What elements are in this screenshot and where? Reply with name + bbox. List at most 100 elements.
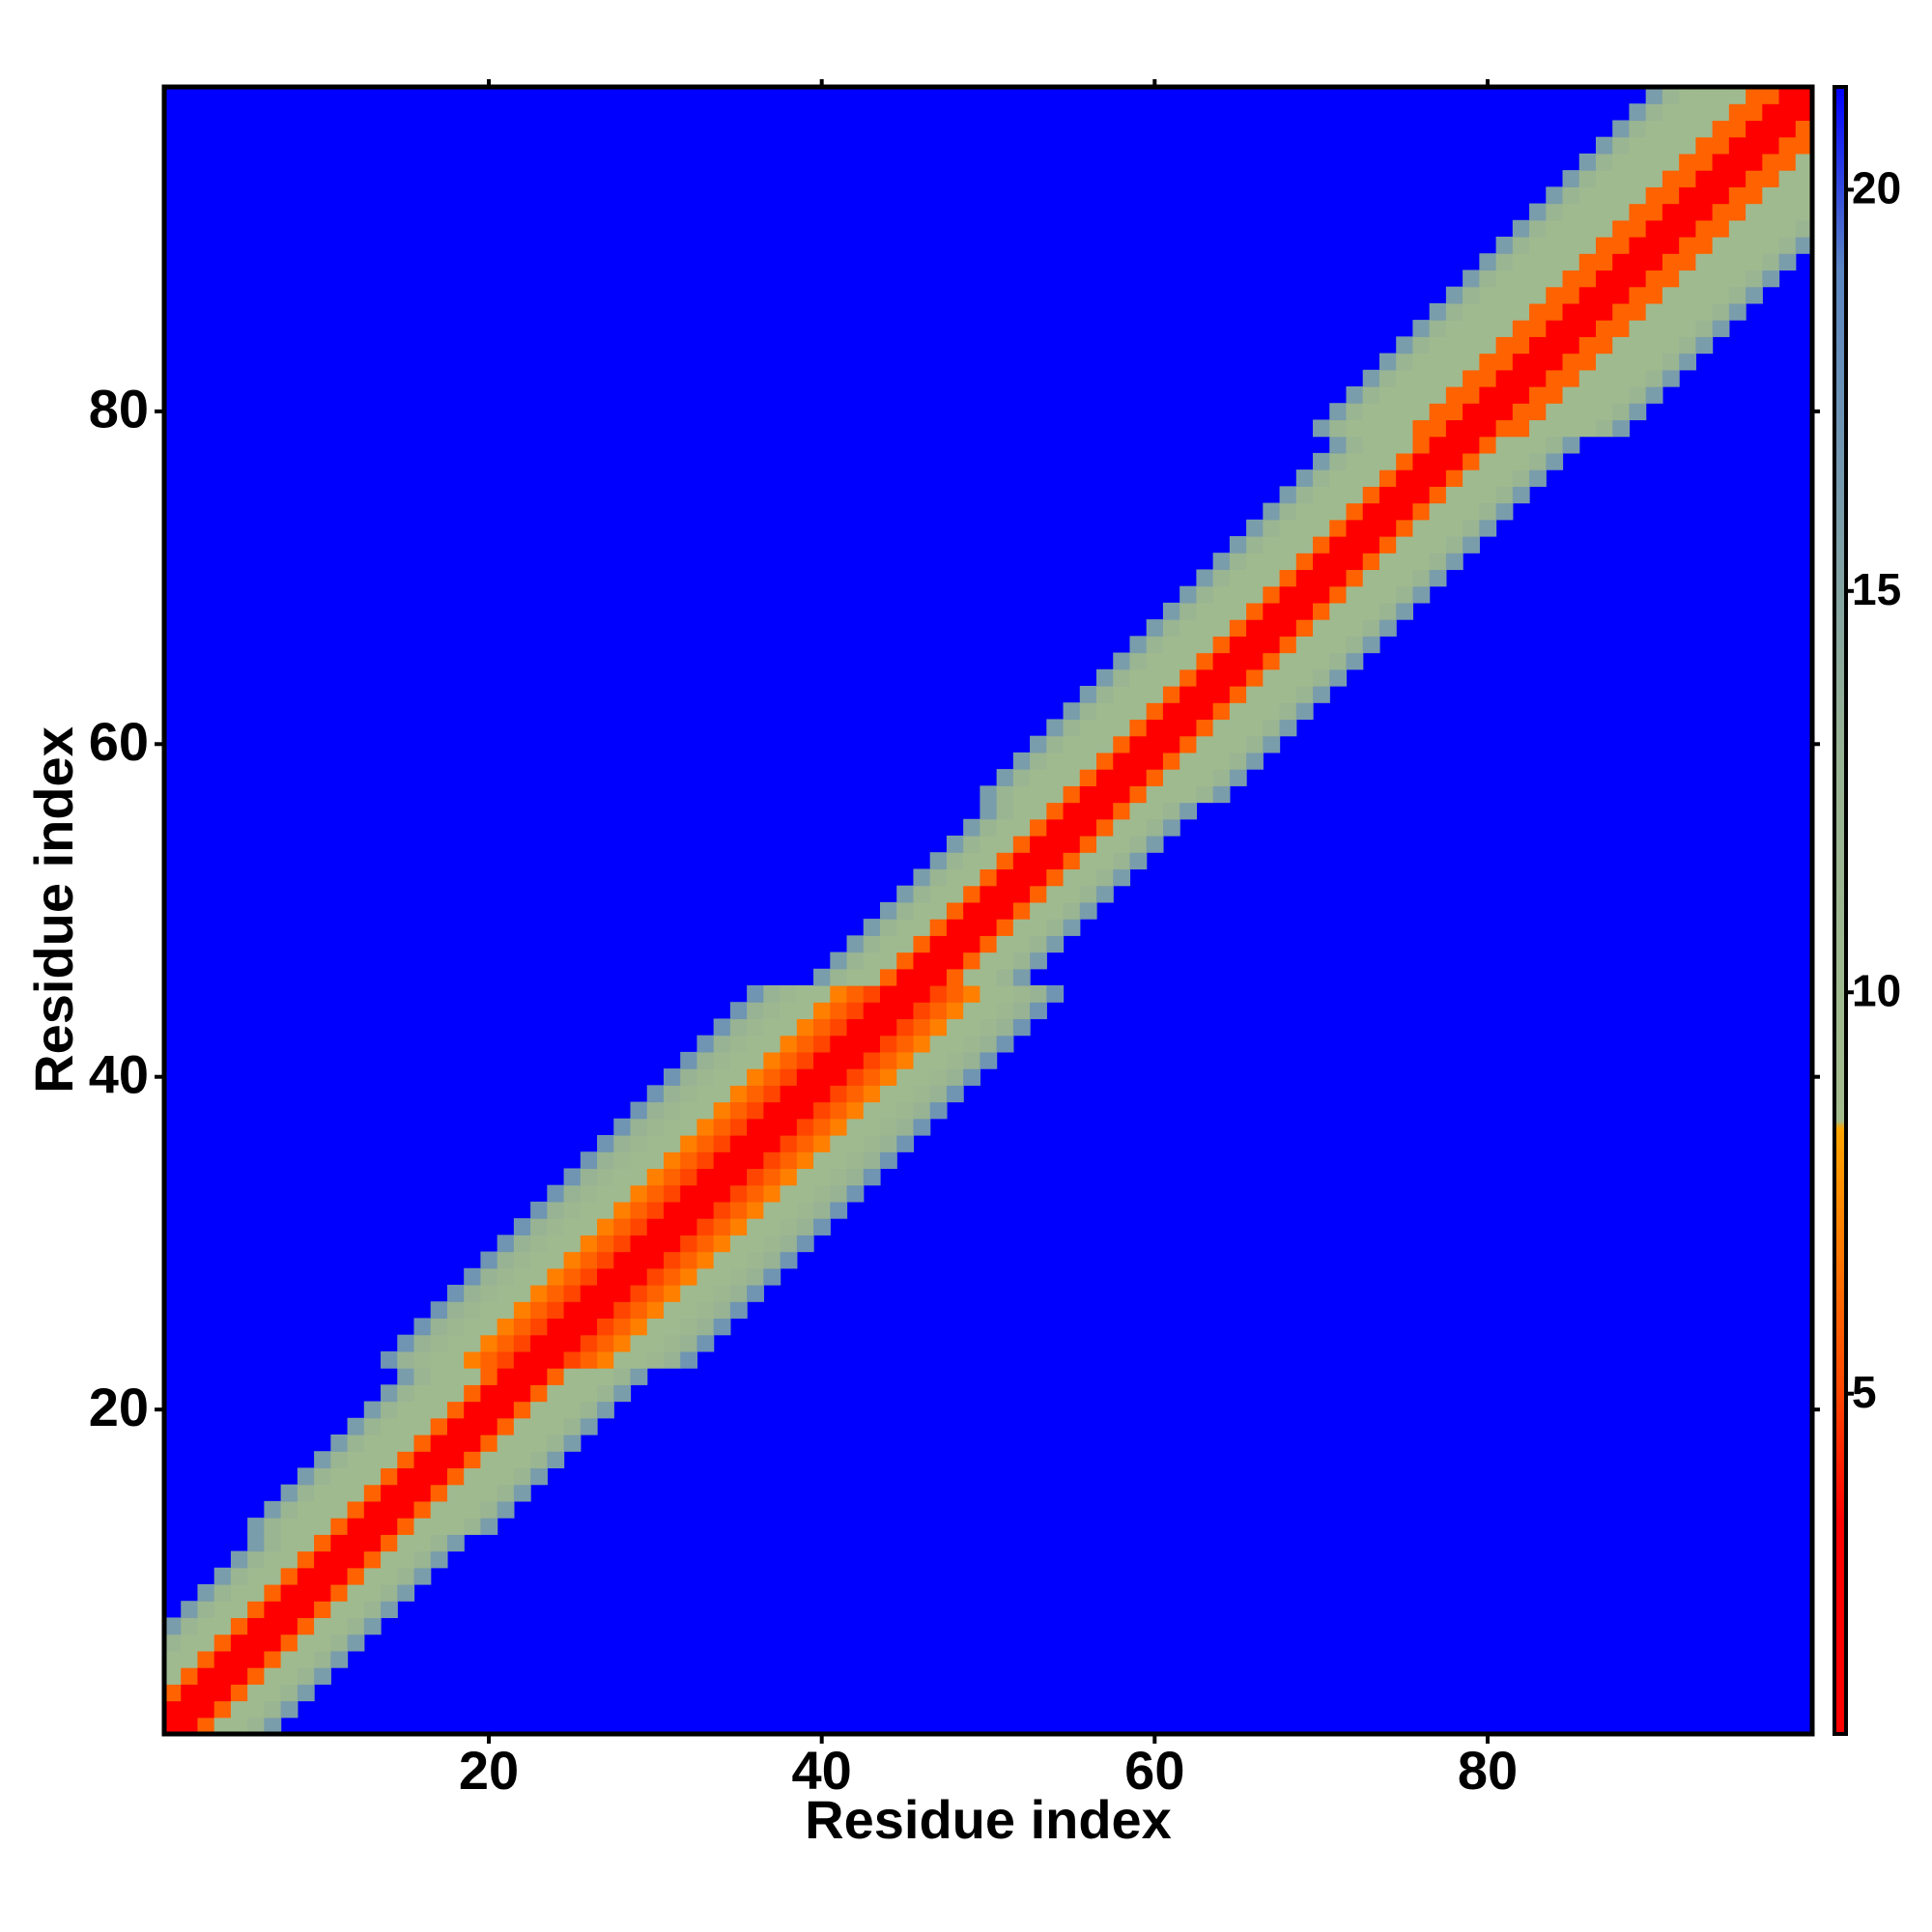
heatmap-cell: [314, 1484, 331, 1502]
heatmap-cell: [1129, 636, 1148, 654]
heatmap-cell: [264, 1601, 282, 1619]
heatmap-cell: [1412, 336, 1431, 355]
heatmap-cell: [397, 1584, 415, 1602]
heatmap-cell: [513, 1235, 531, 1253]
heatmap-cell: [1512, 219, 1530, 238]
heatmap-cell: [181, 1667, 199, 1685]
heatmap-cell: [896, 1085, 915, 1103]
heatmap-cell: [996, 852, 1014, 870]
heatmap-cell: [1196, 668, 1214, 687]
heatmap-cell: [1662, 237, 1680, 254]
heatmap-cell: [1346, 419, 1364, 438]
heatmap-cell: [580, 1417, 598, 1435]
heatmap-cell: [330, 1534, 349, 1552]
heatmap-cell: [896, 1068, 915, 1086]
heatmap-cell: [1263, 585, 1281, 604]
heatmap-cell: [1279, 585, 1297, 604]
heatmap-cell: [963, 836, 980, 853]
heatmap-cell: [1762, 253, 1780, 271]
heatmap-cell: [430, 1518, 448, 1535]
heatmap-cell: [381, 1518, 398, 1535]
heatmap-cell: [1129, 735, 1148, 753]
heatmap-cell: [513, 1350, 531, 1369]
heatmap-cell: [630, 1168, 648, 1186]
heatmap-cell: [1346, 452, 1364, 470]
heatmap-cell: [729, 1051, 748, 1069]
heatmap-cell: [1546, 369, 1564, 387]
heatmap-cell: [1162, 686, 1180, 703]
heatmap-cell: [630, 1251, 648, 1269]
heatmap-cell: [729, 1035, 748, 1053]
heatmap-cell: [663, 1085, 681, 1103]
heatmap-cell: [1645, 87, 1663, 104]
heatmap-cell: [413, 1518, 432, 1535]
heatmap-cell: [1362, 602, 1380, 620]
heatmap-cell: [1329, 585, 1348, 604]
heatmap-cell: [1096, 719, 1114, 737]
heatmap-cell: [980, 968, 998, 986]
heatmap-cell: [1546, 203, 1564, 221]
heatmap-cell: [297, 1684, 315, 1702]
heatmap-cell: [1412, 553, 1431, 571]
heatmap-cell: [164, 1617, 182, 1635]
heatmap-cell: [363, 1435, 382, 1452]
heatmap-cell: [1612, 170, 1631, 187]
heatmap-cell: [1229, 553, 1247, 571]
heatmap-cell: [530, 1368, 548, 1385]
heatmap-cell: [963, 919, 980, 936]
heatmap-cell: [1229, 719, 1247, 737]
heatmap-cell: [680, 1068, 698, 1086]
heatmap-cell: [1046, 985, 1065, 1003]
heatmap-cell: [597, 1168, 614, 1186]
heatmap-cell: [314, 1500, 331, 1519]
heatmap-cell: [1595, 237, 1613, 254]
heatmap-cell: [1662, 219, 1680, 238]
heatmap-cell: [530, 1201, 548, 1219]
heatmap-cell: [830, 1085, 848, 1103]
heatmap-cell: [264, 1650, 282, 1668]
heatmap-cell: [996, 885, 1014, 903]
heatmap-cell: [1495, 237, 1514, 254]
heatmap-cell: [297, 1650, 315, 1668]
heatmap-cell: [464, 1467, 482, 1486]
heatmap-cell: [464, 1451, 482, 1469]
heatmap-cell: [1079, 885, 1097, 903]
heatmap-cell: [1479, 369, 1497, 387]
heatmap-cell: [264, 1567, 282, 1585]
heatmap-cell: [763, 1002, 781, 1020]
heatmap-cell: [780, 1101, 798, 1120]
heatmap-cell: [1412, 419, 1431, 438]
heatmap-cell: [963, 1002, 980, 1020]
heatmap-cell: [1362, 419, 1380, 438]
heatmap-cell: [1063, 868, 1081, 887]
heatmap-cell: [996, 968, 1014, 986]
heatmap-cell: [1645, 170, 1663, 187]
heatmap-cell: [1595, 320, 1613, 337]
heatmap-cell: [1679, 286, 1696, 304]
heatmap-cell: [1795, 120, 1813, 138]
heatmap-cell: [1046, 836, 1065, 853]
heatmap-cell: [530, 1350, 548, 1369]
heatmap-cell: [1179, 602, 1198, 620]
heatmap-cell: [1030, 1002, 1047, 1020]
heatmap-cell: [1295, 652, 1314, 670]
heatmap-cell: [297, 1550, 315, 1569]
heatmap-cell: [363, 1550, 382, 1569]
heatmap-cell: [963, 1051, 980, 1069]
heatmap-cell: [913, 919, 931, 936]
heatmap-cell: [1595, 270, 1613, 288]
heatmap-cell: [696, 1334, 715, 1352]
heatmap-cell: [980, 1018, 998, 1037]
heatmap-cell: [1313, 636, 1330, 654]
heatmap-cell: [1762, 170, 1780, 187]
heatmap-cell: [480, 1368, 498, 1385]
heatmap-cell: [497, 1467, 515, 1486]
heatmap-cell: [1595, 219, 1613, 238]
heatmap-cell: [1346, 636, 1364, 654]
heatmap-cell: [264, 1700, 282, 1719]
heatmap-cell: [1096, 735, 1114, 753]
heatmap-cell: [747, 1218, 764, 1236]
heatmap-cell: [381, 1500, 398, 1519]
heatmap-cell: [397, 1484, 415, 1502]
heatmap-cell: [480, 1334, 498, 1352]
